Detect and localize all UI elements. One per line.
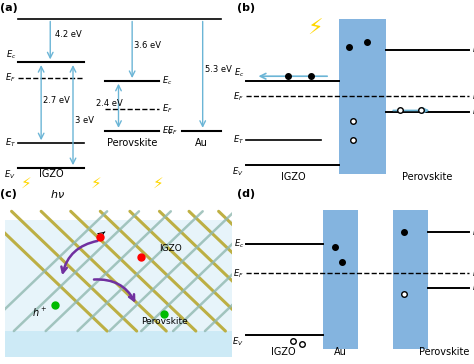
Text: Au: Au (334, 347, 347, 357)
Bar (339, 19, 386, 174)
Text: ⚡: ⚡ (21, 175, 31, 190)
Text: $E_c$: $E_c$ (162, 75, 172, 87)
Text: $E_c$: $E_c$ (234, 238, 244, 250)
Text: $E_F$: $E_F$ (233, 267, 244, 280)
Text: 3.6 eV: 3.6 eV (135, 41, 162, 50)
Text: (b): (b) (237, 3, 255, 13)
Text: IGZO: IGZO (271, 347, 296, 357)
Text: Perovskite: Perovskite (141, 317, 188, 326)
Text: (d): (d) (237, 189, 255, 199)
Text: Perovskite: Perovskite (419, 347, 469, 357)
Text: 4.2 eV: 4.2 eV (55, 30, 82, 39)
Bar (5, 220, 232, 331)
Text: IGZO: IGZO (159, 244, 182, 253)
Text: (c): (c) (0, 189, 17, 199)
Text: ⚡: ⚡ (307, 19, 322, 39)
Text: $E_c$: $E_c$ (472, 44, 474, 56)
Text: $E_V$: $E_V$ (472, 106, 474, 118)
Text: $E_T$: $E_T$ (5, 137, 16, 149)
Text: $E_T$: $E_T$ (233, 134, 244, 146)
Text: 3 eV: 3 eV (75, 116, 94, 125)
Text: IGZO: IGZO (39, 169, 64, 179)
Text: ⚡: ⚡ (153, 175, 164, 190)
Text: $E_F$: $E_F$ (233, 90, 244, 103)
Text: (a): (a) (0, 3, 18, 13)
Text: $E_V$: $E_V$ (162, 124, 173, 137)
Text: $E_F$: $E_F$ (472, 267, 474, 280)
Text: Perovskite: Perovskite (107, 138, 157, 148)
Text: $E_V$: $E_V$ (4, 169, 16, 181)
Bar (392, 210, 428, 349)
Text: $E_F$: $E_F$ (167, 124, 178, 137)
Text: $E_V$: $E_V$ (232, 166, 244, 178)
Text: IGZO: IGZO (281, 173, 305, 182)
Text: $E_v$: $E_v$ (472, 282, 474, 294)
Text: 2.4 eV: 2.4 eV (96, 99, 122, 108)
Text: $E_F$: $E_F$ (162, 103, 173, 115)
Text: $E_c$: $E_c$ (6, 49, 16, 62)
Text: $E_c$: $E_c$ (234, 67, 244, 79)
Text: $E_c$: $E_c$ (472, 226, 474, 239)
Text: 5.3 eV: 5.3 eV (205, 64, 232, 74)
Text: $h^+$: $h^+$ (32, 306, 47, 319)
Text: $E_F$: $E_F$ (5, 72, 16, 84)
Text: Au: Au (195, 138, 208, 148)
Text: $h\nu$: $h\nu$ (50, 187, 65, 199)
Text: $E_V$: $E_V$ (232, 336, 244, 348)
Text: 2.7 eV: 2.7 eV (44, 96, 70, 105)
Text: ⚡: ⚡ (91, 175, 102, 190)
Bar (5, 331, 232, 357)
Bar (323, 210, 358, 349)
Text: Perovskite: Perovskite (402, 173, 453, 182)
Text: $E_F$: $E_F$ (472, 90, 474, 103)
